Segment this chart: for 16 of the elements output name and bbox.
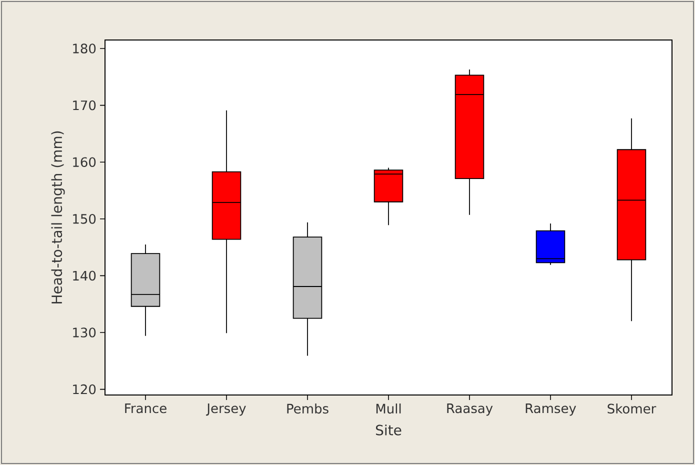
y-tick-label: 170 [73,100,96,110]
x-tick-label: Mull [376,404,401,414]
x-axis-title: Site [376,424,402,436]
y-tick-label: 130 [73,328,96,338]
y-tick-label: 120 [73,384,96,394]
y-tick-label: 140 [73,270,96,281]
x-tick-label: Raasay [447,404,493,416]
x-tick-label: France [125,404,166,414]
x-tick-label: Ramsey [526,404,576,416]
y-tick-label: 150 [73,214,96,224]
x-tick-label: Skomer [608,404,656,414]
y-axis-title: Head-to-tail length (mm) [51,131,65,304]
y-tick-label: 160 [73,157,96,168]
x-tick-label: Pembs [287,404,328,414]
x-tick-label: Jersey [206,404,246,416]
y-tick-label: 180 [73,44,96,54]
